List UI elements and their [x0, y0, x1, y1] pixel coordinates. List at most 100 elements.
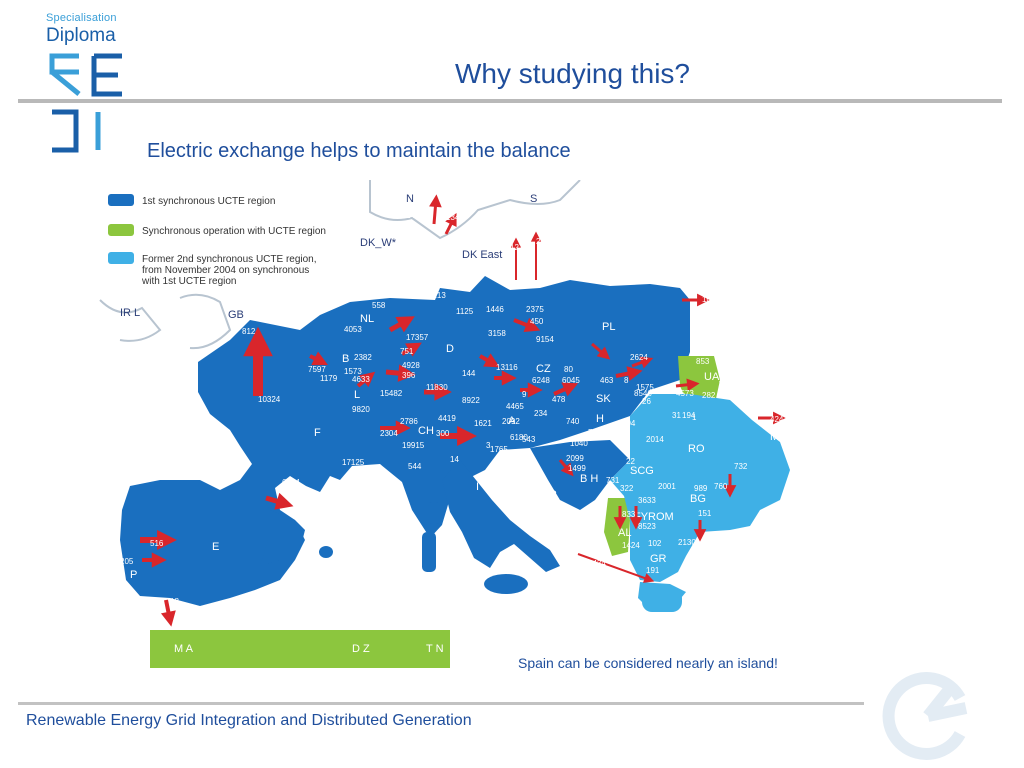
- flow-arrow-head: [523, 317, 541, 332]
- flow-value-label: 1000: [702, 295, 720, 304]
- slide-footer: Renewable Energy Grid Integration and Di…: [26, 712, 472, 729]
- flow-value-label: 3780: [410, 241, 428, 250]
- country-label: NL: [360, 313, 374, 325]
- country-label: B Y: [704, 317, 722, 329]
- flow-value-label: 2092: [502, 417, 520, 426]
- country-label: GB: [228, 309, 244, 321]
- flow-value-label: 22: [626, 457, 635, 466]
- flow-value-label: 234: [534, 409, 548, 418]
- flow-arrow: [577, 553, 651, 581]
- flow-value-label: 9820: [352, 405, 370, 414]
- country-label: DK East: [462, 249, 502, 261]
- flow-arrow-head: [629, 517, 643, 530]
- flow-arrow-head: [311, 351, 329, 366]
- flow-value-label: 4419: [438, 414, 456, 423]
- flow-value-label: 740: [566, 417, 580, 426]
- logo-name: Diploma: [46, 25, 116, 46]
- flow-value-label: 191: [646, 566, 660, 575]
- flow-value-label: 760: [714, 482, 728, 491]
- flow-value-label: 4465: [506, 402, 524, 411]
- header-divider: [18, 99, 1002, 103]
- flow-value-label: 1040: [570, 439, 588, 448]
- flow-value-label: 9154: [536, 335, 554, 344]
- flow-value-label: 396: [402, 371, 416, 380]
- flow-arrow-head: [560, 462, 574, 477]
- flow-value-label: 15482: [380, 389, 403, 398]
- slide-title: Why studying this?: [455, 58, 690, 89]
- country-label: MD: [770, 431, 787, 443]
- footer-divider: [18, 702, 864, 705]
- flow-value-label: 8: [624, 376, 629, 385]
- flow-value-label: 1765: [490, 445, 508, 454]
- country-label: H: [596, 413, 604, 425]
- slide-subtitle: Electric exchange helps to maintain the …: [147, 140, 571, 162]
- flow-value-label: 19915: [402, 441, 425, 450]
- flow-value-label: 2304: [380, 429, 398, 438]
- flow-value-label: 213: [536, 237, 550, 246]
- flow-arrow-head: [686, 378, 700, 392]
- country-label: E: [212, 541, 219, 553]
- watermark-logo-icon: [882, 672, 968, 760]
- flow-value-label: 3633: [638, 496, 656, 505]
- flow-arrow-head: [157, 530, 177, 550]
- flow-value-label: 2001: [658, 482, 676, 491]
- flow-value-label: 8546: [634, 389, 652, 398]
- flow-arrow-head: [626, 366, 643, 382]
- flow-value-label: 1573: [344, 367, 362, 376]
- country-label: BG: [690, 493, 706, 505]
- country-label: SCG: [630, 465, 654, 477]
- flow-value-label: 1294: [462, 275, 480, 284]
- country-label: CZ: [536, 363, 551, 375]
- flow-value-label: 2130: [678, 538, 696, 547]
- flow-arrow-head: [693, 529, 707, 542]
- flow-value-label: 102: [648, 539, 662, 548]
- regi-logo-mark: [49, 53, 122, 153]
- legend-label-former: Former 2nd synchronous UCTE region,: [142, 254, 317, 265]
- flow-value-label: 8922: [462, 396, 480, 405]
- flow-value-label: 18: [170, 597, 179, 606]
- country-label: A: [508, 415, 516, 427]
- flow-value-label: 8523: [638, 522, 656, 531]
- country-label: L: [354, 389, 360, 401]
- flow-value-label: 989: [694, 484, 708, 493]
- flow-value-label: 1125: [456, 307, 474, 316]
- flow-value-label: 31: [672, 411, 681, 420]
- flow-arrow-head: [434, 383, 452, 401]
- flow-arrow-head: [243, 326, 273, 357]
- country-label: FYROM: [634, 511, 674, 523]
- flow-value-label: 1499: [568, 464, 586, 473]
- country-label: I: [476, 481, 479, 493]
- country-label: M A: [174, 643, 194, 655]
- country-label: T N: [426, 643, 444, 655]
- country-label: D Z: [352, 643, 370, 655]
- flow-value-label: 1575: [636, 383, 654, 392]
- flow-value-label: 4633: [352, 375, 370, 384]
- legend-label-sync: Synchronous operation with UCTE region: [142, 226, 326, 237]
- flow-value-label: 544: [408, 462, 422, 471]
- flow-arrow-head: [613, 517, 627, 530]
- flow-value-label: 394: [622, 419, 636, 428]
- flow-value-label: 3: [486, 441, 491, 450]
- map-note: Spain can be considered nearly an island…: [518, 655, 778, 671]
- legend-swatch-ucte: [108, 194, 134, 206]
- flow-value-label: 812: [242, 327, 256, 336]
- flow-value-label: 1621: [474, 419, 492, 428]
- flow-arrow-head: [723, 485, 737, 498]
- flow-value-label: 424: [770, 415, 784, 424]
- flow-value-label: 463: [600, 376, 614, 385]
- flow-value-label: 1: [692, 413, 697, 422]
- flow-arrow-head: [274, 492, 294, 510]
- flow-value-label: 1434: [588, 559, 606, 568]
- flow-arrow-head: [395, 316, 415, 333]
- flow-value-label: 6180: [510, 433, 528, 442]
- country-label: B: [342, 353, 349, 365]
- flow-arrow-head: [773, 411, 786, 425]
- country-label: S L O: [504, 463, 532, 475]
- flow-value-label: 194: [682, 411, 696, 420]
- flow-arrow-head: [405, 342, 422, 357]
- country-label: SK: [596, 393, 611, 405]
- flow-arrow-head: [395, 420, 411, 436]
- flow-value-label: 14: [450, 455, 459, 464]
- flow-arrow-head: [561, 382, 579, 397]
- flow-arrow-head: [501, 370, 517, 386]
